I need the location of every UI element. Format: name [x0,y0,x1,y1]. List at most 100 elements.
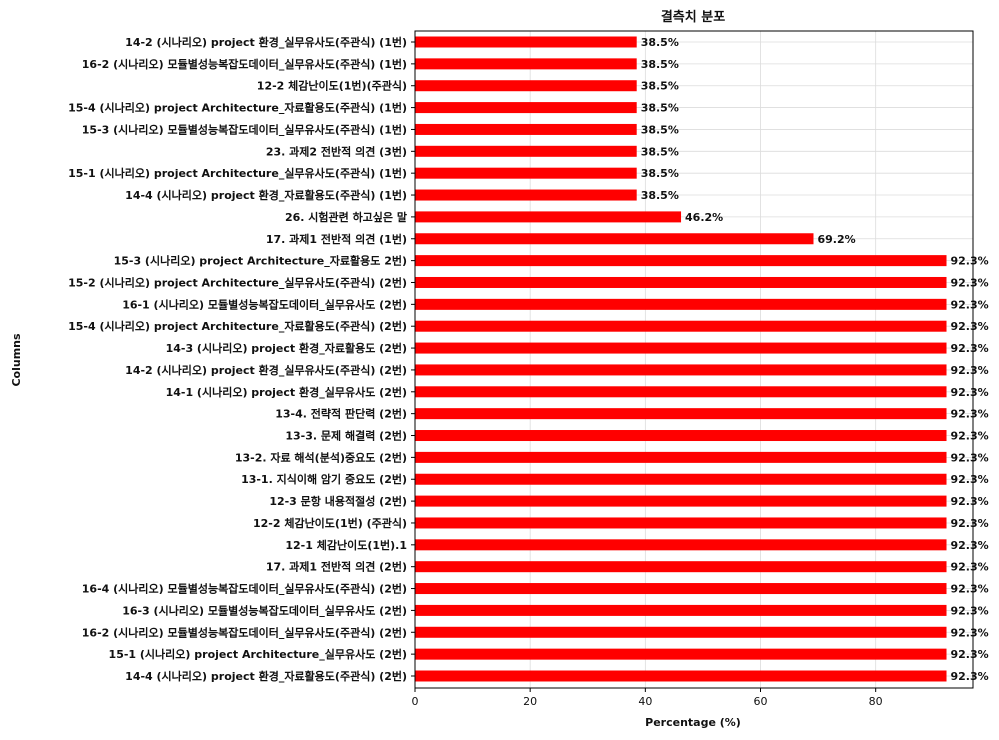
category-label: 12-3 문항 내용적절성 (2번) [269,494,407,508]
plot-frame [414,30,974,689]
bar [415,430,947,442]
value-label: 92.3% [951,386,989,399]
bar [415,123,637,135]
category-label: 26. 시험관련 하고싶은 말 [285,210,407,224]
category-label: 17. 과제1 전반적 의견 (2번) [266,560,407,574]
value-label: 92.3% [951,451,989,464]
category-label: 15-2 (시나리오) project Architecture_실무유사도(주… [68,275,407,289]
bar [415,604,947,616]
category-label: 23. 과제2 전반적 의견 (3번) [266,144,407,158]
value-label: 92.3% [951,320,989,333]
bar [415,364,947,376]
bar [415,648,947,660]
category-label: 16-2 (시나리오) 모듈별성능복잡도데이터_실무유사도(주관식) (2번) [82,625,407,639]
category-label: 12-2 체감난이도(1번)(주관식) [257,79,407,93]
value-label: 92.3% [951,408,989,421]
category-label: 15-1 (시나리오) project Architecture_실무유사도(주… [68,166,407,180]
bar [415,517,947,529]
value-label: 92.3% [951,517,989,530]
value-label: 92.3% [951,276,989,289]
category-label: 13-3. 문제 해결력 (2번) [285,429,407,443]
bar [415,36,637,48]
category-label: 16-3 (시나리오) 모듈별성능복잡도데이터_실무유사도 (2번) [122,603,407,617]
value-label: 92.3% [951,648,989,661]
bar [415,539,947,551]
category-label: 16-1 (시나리오) 모듈별성능복잡도데이터_실무유사도 (2번) [122,297,407,311]
bar [415,626,947,638]
category-label: 14-1 (시나리오) project 환경_실무유사도 (2번) [166,385,407,399]
value-label: 92.3% [951,430,989,443]
value-label: 38.5% [641,102,679,115]
category-label: 14-4 (시나리오) project 환경_자료활용도(주관식) (1번) [125,188,407,202]
bar [415,167,637,179]
bar [415,561,947,573]
bar [415,80,637,92]
category-label: 16-4 (시나리오) 모듈별성능복잡도데이터_실무유사도(주관식) (2번) [82,582,407,596]
value-label: 38.5% [641,167,679,180]
bar [415,451,947,463]
value-label: 92.3% [951,539,989,552]
x-tick-label: 80 [869,695,883,708]
bar [415,145,637,157]
category-label: 12-1 체감난이도(1번).1 [285,538,407,552]
value-label: 38.5% [641,123,679,136]
category-label: 13-1. 지식이해 암기 중요도 (2번) [241,472,407,486]
value-label: 92.3% [951,626,989,639]
x-tick-label: 40 [638,695,652,708]
category-label: 15-3 (시나리오) 모듈별성능복잡도데이터_실무유사도(주관식) (1번) [82,122,407,136]
category-label: 13-4. 전략적 판단력 (2번) [275,407,407,421]
value-label: 38.5% [641,189,679,202]
category-label: 15-1 (시나리오) project Architecture_실무유사도 (… [109,647,407,661]
category-label: 17. 과제1 전반적 의견 (1번) [266,232,407,246]
bar [415,276,947,288]
bar [415,211,682,223]
value-label: 92.3% [951,473,989,486]
bar [415,58,637,70]
bar [415,255,947,267]
value-label: 46.2% [685,211,723,224]
category-label: 13-2. 자료 해석(분석)중요도 (2번) [235,450,407,464]
bar [415,298,947,310]
x-axis-title: Percentage (%) [645,716,741,729]
category-label: 12-2 체감난이도(1번) (주관식) [253,516,407,530]
value-label: 38.5% [641,36,679,49]
category-label: 15-4 (시나리오) project Architecture_자료활용도(주… [68,101,407,115]
value-label: 92.3% [951,342,989,355]
x-tick-label: 20 [523,695,537,708]
value-label: 92.3% [951,298,989,311]
bar [415,233,814,245]
chart-title: 결측치 분포 [661,9,725,25]
bar [415,583,947,595]
value-label: 92.3% [951,670,989,683]
bar [415,386,947,398]
value-label: 92.3% [951,583,989,596]
x-tick-label: 60 [754,695,768,708]
bar [415,495,947,507]
category-label: 15-3 (시나리오) project Architecture_자료활용도 2… [114,254,407,268]
value-label: 92.3% [951,255,989,268]
category-label: 14-3 (시나리오) project 환경_자료활용도 (2번) [166,341,407,355]
value-label: 92.3% [951,561,989,574]
value-label: 38.5% [641,58,679,71]
bar [415,320,947,332]
bar [415,670,947,682]
category-label: 14-4 (시나리오) project 환경_자료활용도(주관식) (2번) [125,669,407,683]
bar [415,473,947,485]
value-label: 38.5% [641,145,679,158]
bar [415,189,637,201]
value-label: 92.3% [951,364,989,377]
category-label: 15-4 (시나리오) project Architecture_자료활용도(주… [68,319,407,333]
bar [415,102,637,114]
category-label: 16-2 (시나리오) 모듈별성능복잡도데이터_실무유사도(주관식) (1번) [82,57,407,71]
value-label: 92.3% [951,495,989,508]
y-axis-title: Columns [10,333,23,387]
bar [415,408,947,420]
value-label: 92.3% [951,604,989,617]
value-label: 38.5% [641,80,679,93]
value-label: 69.2% [817,233,855,246]
bar [415,342,947,354]
x-tick-label: 0 [412,695,419,708]
category-label: 14-2 (시나리오) project 환경_실무유사도(주관식) (1번) [125,35,407,49]
category-label: 14-2 (시나리오) project 환경_실무유사도(주관식) (2번) [125,363,407,377]
